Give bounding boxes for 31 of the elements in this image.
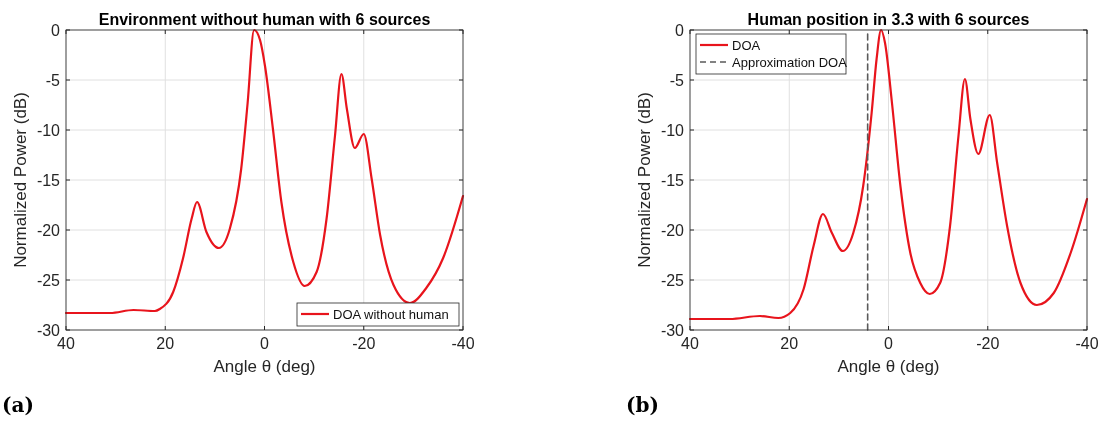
x-tick-label: -20 (976, 335, 1000, 352)
y-tick-label: 0 (51, 22, 61, 39)
y-tick-label: -5 (669, 72, 685, 89)
y-tick-label: -25 (660, 272, 685, 289)
legend-label: DOA (732, 38, 761, 53)
x-tick-label: -40 (1075, 335, 1099, 352)
y-tick-label: 0 (675, 22, 685, 39)
x-axis-title: Angle θ (deg) (213, 357, 316, 376)
x-tick-label: 20 (780, 335, 799, 352)
y-tick-label: -10 (660, 122, 685, 139)
y-tick-label: -25 (36, 272, 61, 289)
x-tick-label: -20 (352, 335, 376, 352)
x-tick-label: 0 (884, 335, 894, 352)
y-tick-label: -15 (36, 172, 61, 189)
y-tick-label: -15 (660, 172, 685, 189)
y-tick-label: -10 (36, 122, 61, 139)
y-tick-label: -5 (45, 72, 61, 89)
legend-label: DOA without human (333, 307, 449, 322)
text: (b) (626, 393, 659, 417)
y-tick-label: -20 (660, 222, 685, 239)
y-tick-label: -20 (36, 222, 61, 239)
y-axis-title: Normalized Power (dB) (11, 92, 30, 268)
x-tick-label: 20 (156, 335, 175, 352)
chart-title: Human position in 3.3 with 6 sources (747, 11, 1030, 28)
y-axis-title: Normalized Power (dB) (635, 92, 654, 268)
chart-title: Environment without human with 6 sources (98, 11, 431, 28)
legend-label: Approximation DOA (732, 55, 848, 70)
x-tick-label: -40 (451, 335, 475, 352)
x-axis-title: Angle θ (deg) (837, 357, 940, 376)
text: (a) (2, 393, 34, 417)
x-tick-label: 0 (260, 335, 270, 352)
